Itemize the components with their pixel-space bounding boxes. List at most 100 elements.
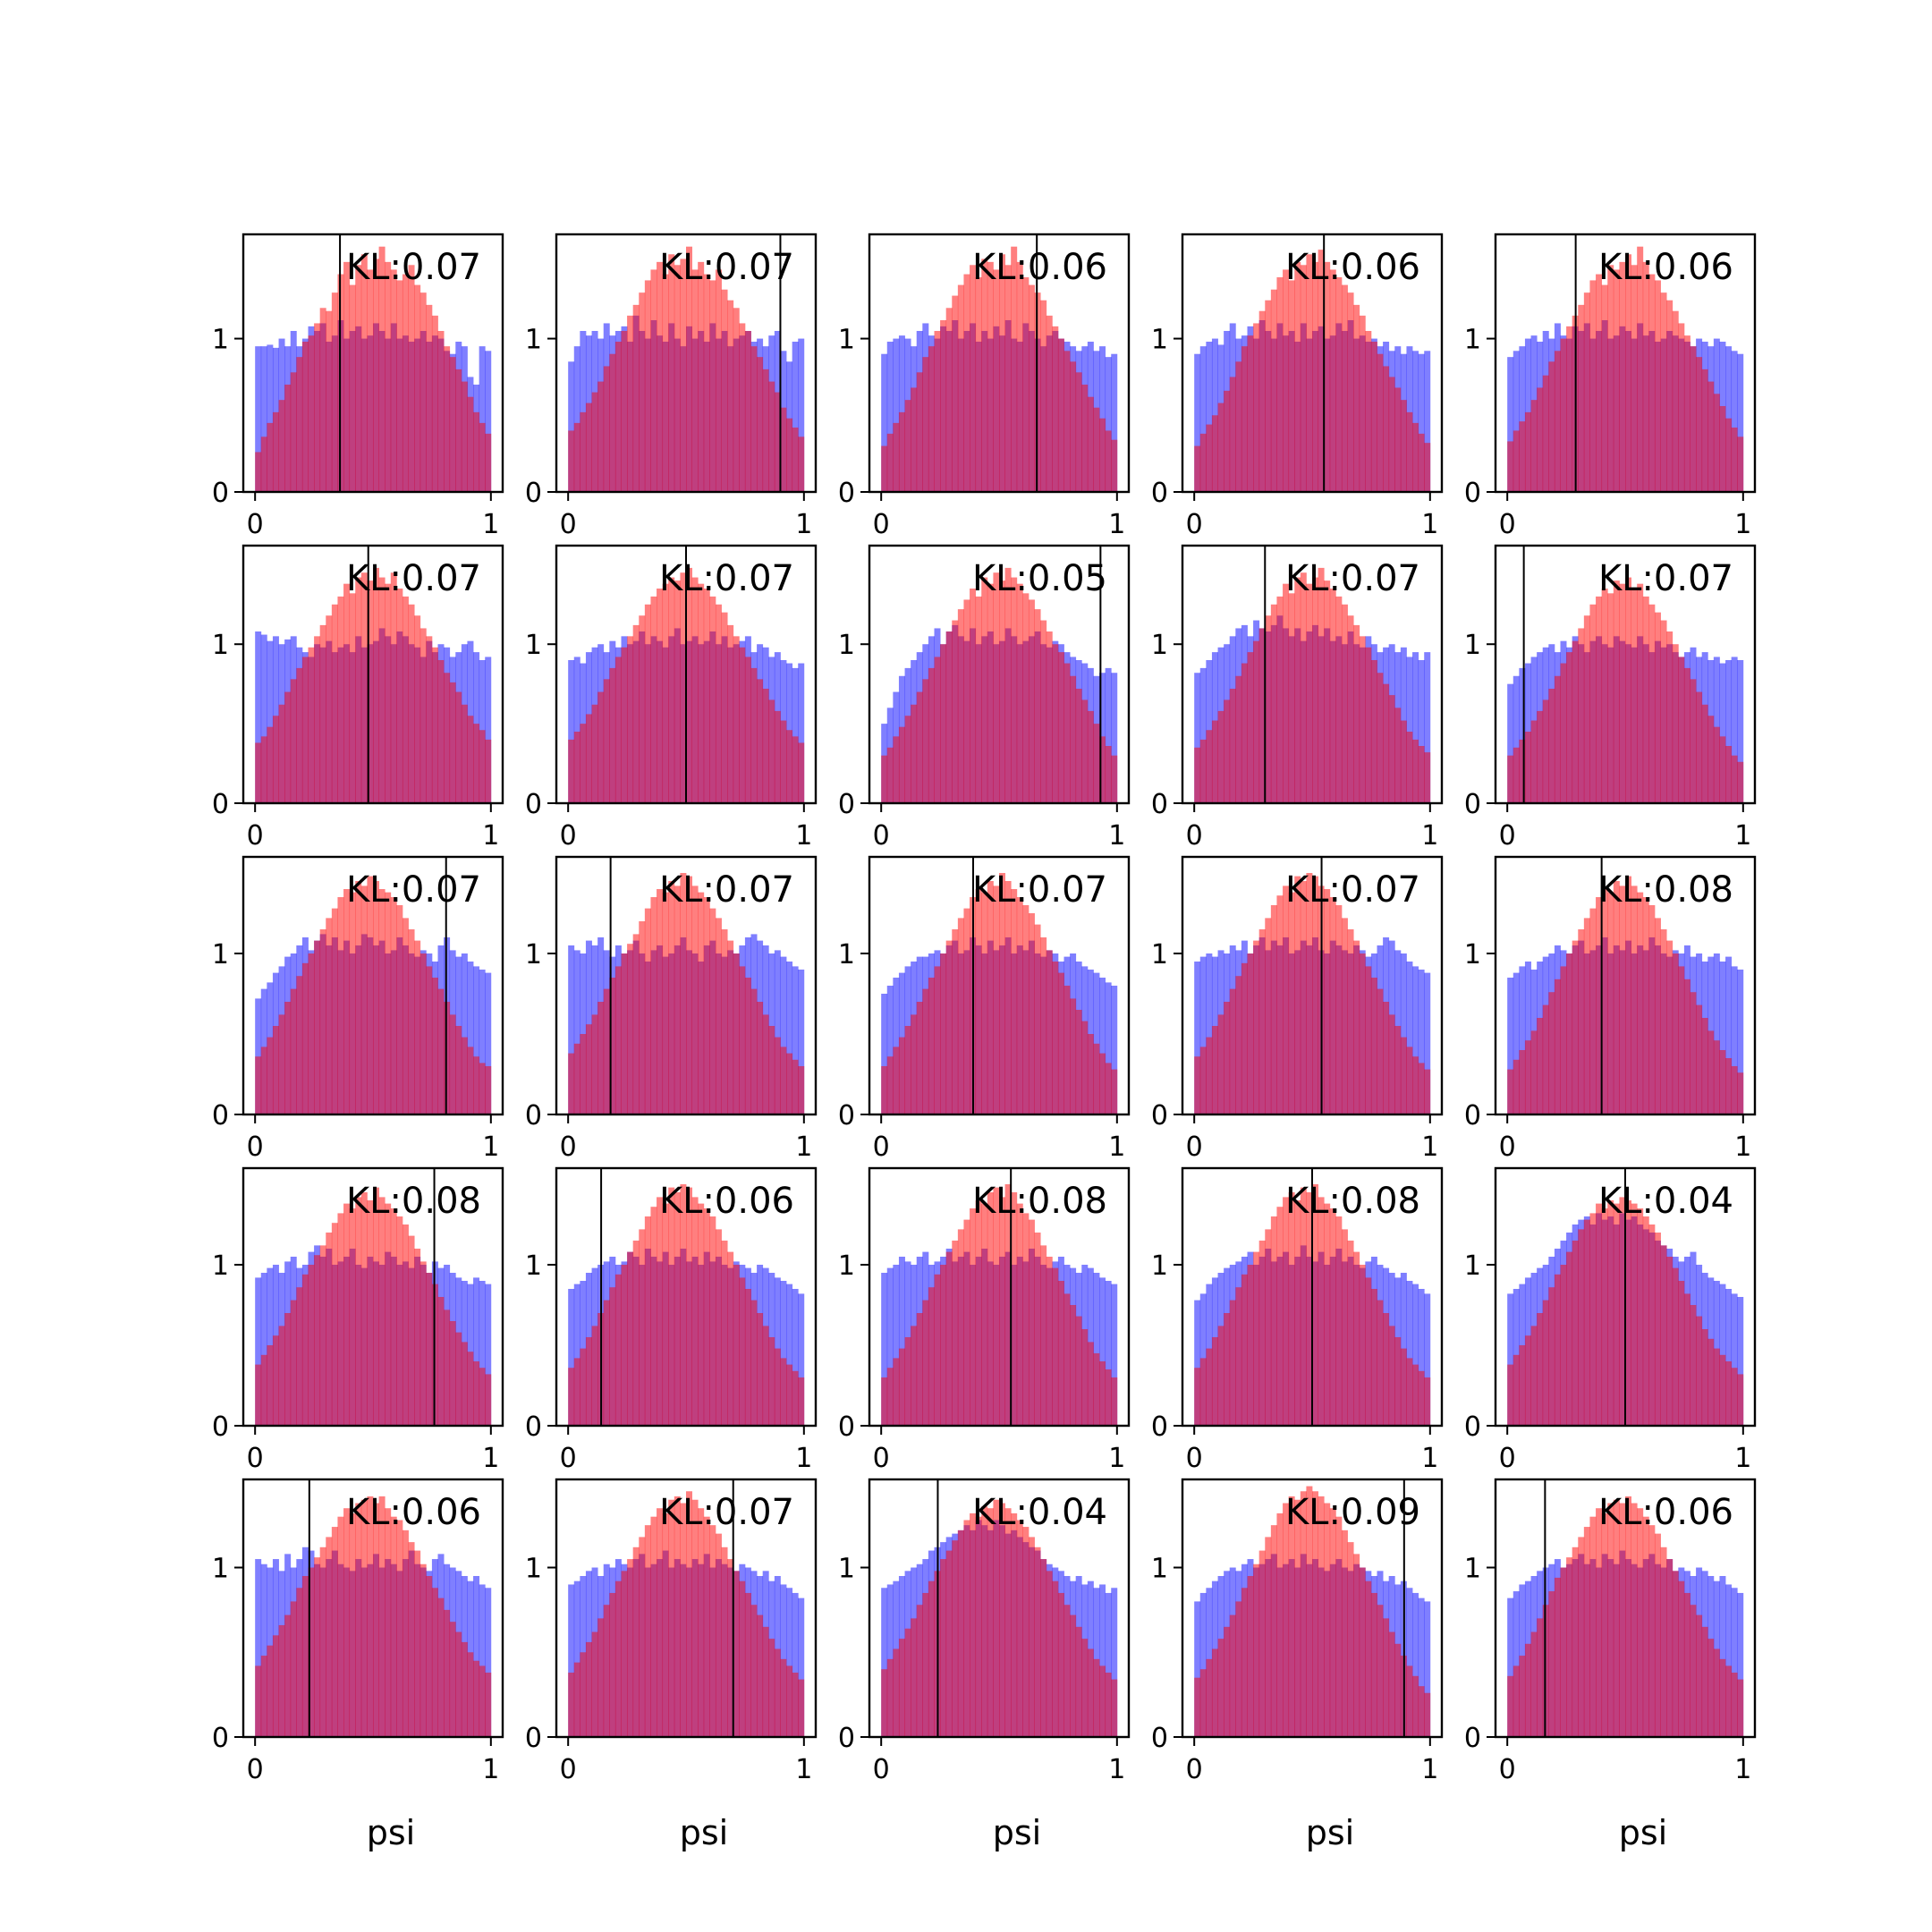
histogram-bar (1719, 663, 1726, 803)
histogram-bar (975, 1516, 982, 1737)
histogram-bar (1394, 708, 1402, 803)
histogram-bar (1265, 300, 1272, 492)
axes-frame (555, 855, 818, 1116)
histogram-bar (1424, 652, 1431, 803)
histogram-bar (331, 292, 338, 492)
histogram-bar (444, 1609, 451, 1737)
histogram-bar (792, 1059, 799, 1114)
y-tick-label: 0 (838, 789, 855, 820)
histogram-bar (1253, 940, 1260, 1114)
histogram-bar (1660, 292, 1667, 492)
histogram-bar (1537, 1313, 1544, 1426)
histogram-bar (934, 657, 941, 803)
histogram-bar (1335, 1216, 1343, 1426)
histogram-bar (1530, 720, 1538, 803)
histogram-bar (1418, 1289, 1425, 1426)
y-tick-label: 0 (1151, 478, 1168, 509)
histogram-bar (1040, 937, 1047, 1114)
histogram-bar (1507, 683, 1514, 803)
x-tick-label: 1 (1108, 1131, 1125, 1163)
histogram-bar (408, 1235, 415, 1426)
histogram-bar (1194, 962, 1201, 1114)
histogram-bar (709, 1216, 716, 1426)
histogram-bar (1713, 726, 1720, 803)
histogram-bar (768, 1639, 775, 1737)
axes-frame (242, 544, 504, 805)
histogram-bar (1654, 612, 1661, 803)
histogram-bar (1519, 346, 1526, 492)
histogram-bar (1690, 679, 1697, 803)
histogram-bar (1341, 918, 1348, 1114)
histogram-bar (585, 402, 592, 492)
histogram-bar (573, 422, 580, 492)
histogram-bar (893, 338, 900, 492)
histogram-bar (911, 387, 918, 492)
histogram-bar (928, 1287, 935, 1426)
histogram-bar (296, 1588, 303, 1737)
x-tick-label: 0 (247, 1443, 264, 1474)
histogram-bar (308, 953, 315, 1114)
histogram-bar (1707, 381, 1715, 492)
histogram-bar (1040, 1245, 1047, 1426)
histogram-bar (1625, 254, 1631, 492)
histogram-bar (1377, 1300, 1384, 1426)
histogram-bar (326, 310, 333, 492)
histogram-bar (945, 940, 953, 1114)
histogram-bar (1341, 604, 1348, 803)
histogram-bar (1737, 1072, 1744, 1114)
histogram-bar (343, 583, 351, 803)
histogram-bar (1040, 620, 1047, 803)
histogram-bar (987, 1192, 994, 1426)
y-tick-label: 0 (1151, 789, 1168, 820)
histogram-bar (963, 599, 970, 803)
x-tick-label: 0 (1499, 1131, 1516, 1163)
histogram-bar (1601, 589, 1608, 803)
x-tick-label: 1 (1734, 509, 1751, 540)
histogram-bar (798, 1377, 805, 1426)
histogram-bar (449, 1014, 456, 1114)
histogram-bar (757, 1614, 764, 1737)
histogram-bar (1696, 357, 1703, 492)
histogram-bar (1241, 663, 1248, 803)
histogram-bar (1004, 1184, 1012, 1426)
histogram-bar (1737, 1592, 1744, 1737)
histogram-bar (1572, 940, 1579, 1114)
histogram-bar (1554, 1274, 1561, 1426)
histogram-bar (668, 881, 675, 1114)
histogram-bar (278, 1014, 285, 1114)
histogram-bar (1737, 761, 1744, 803)
histogram-bar (1683, 979, 1690, 1114)
histogram-bar (627, 636, 634, 803)
axes-frame (242, 855, 504, 1116)
histogram-bar (408, 604, 415, 803)
histogram-bar (1306, 1486, 1313, 1737)
subplot-0-2: 0 1 0 1 KL:0.06 (838, 233, 1131, 540)
histogram-bar (355, 1197, 362, 1426)
histogram-bar (792, 966, 799, 1114)
histogram-bar (798, 1679, 805, 1737)
histogram-bar (573, 1662, 580, 1737)
histogram-bar (1283, 1503, 1290, 1737)
histogram-bar (267, 726, 274, 803)
histogram-bar (343, 1508, 351, 1737)
histogram-bar (1672, 310, 1679, 492)
y-tick-label: 1 (1151, 325, 1168, 356)
histogram-bar (981, 892, 988, 1114)
kl-annotation: KL:0.07 (659, 869, 794, 911)
histogram-bar (1052, 644, 1059, 803)
histogram-bar (1507, 978, 1514, 1114)
histogram-bar (260, 1046, 267, 1114)
y-tick-label: 1 (1464, 939, 1481, 970)
y-tick-label: 0 (1464, 1100, 1481, 1131)
histogram-bar (1400, 1037, 1407, 1114)
x-tick-label: 1 (1734, 820, 1751, 852)
histogram-bar (1507, 755, 1514, 803)
histogram-bar (1619, 886, 1626, 1114)
histogram-bar (367, 876, 374, 1114)
histogram-bar (1654, 918, 1661, 1114)
histogram-bar (881, 1588, 888, 1737)
histogram-bar (1353, 1251, 1360, 1426)
histogram-bar (326, 1537, 333, 1737)
histogram-series-red (255, 1187, 492, 1426)
histogram-bar (1099, 1361, 1106, 1426)
